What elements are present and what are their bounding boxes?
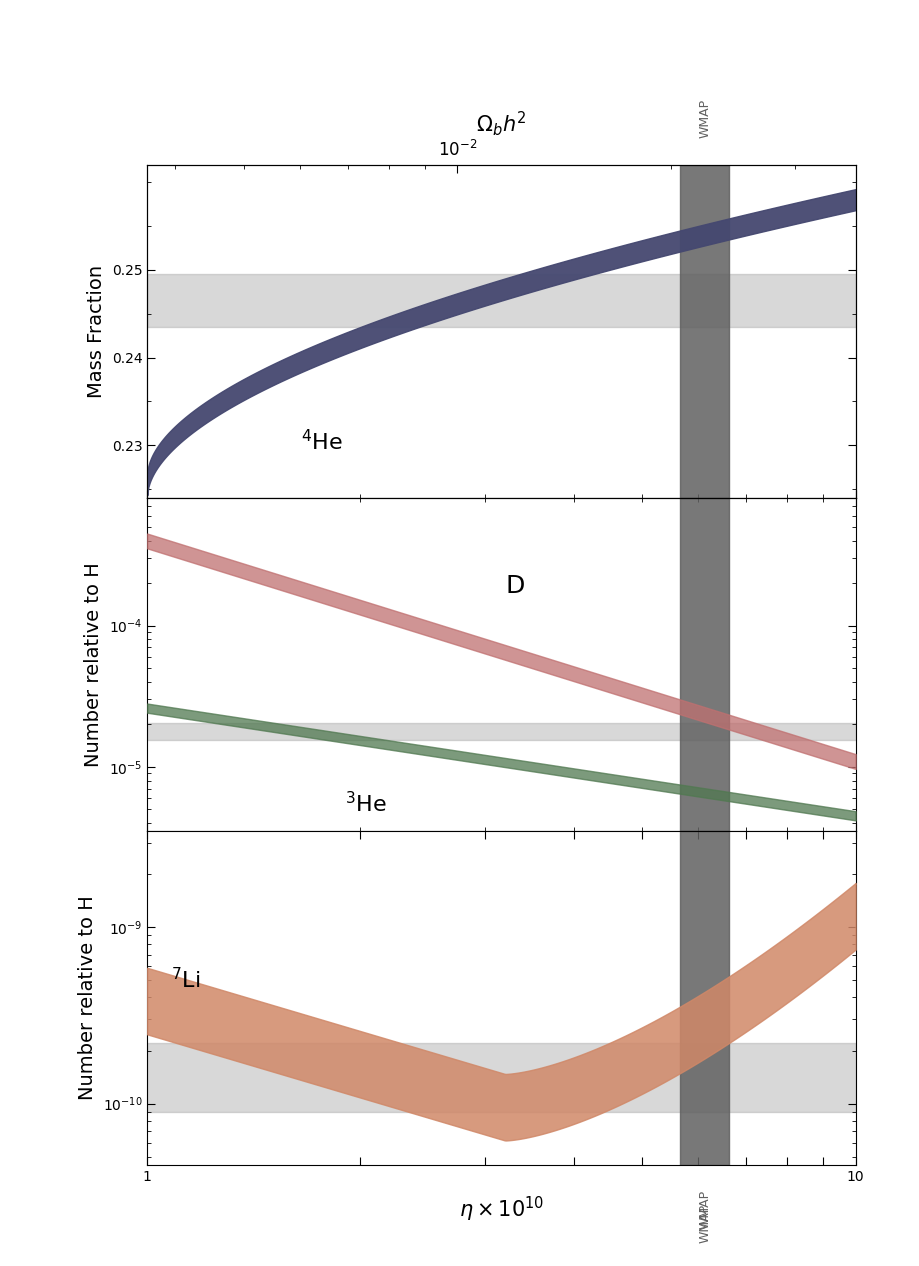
Text: WMAP: WMAP xyxy=(698,99,711,138)
Text: D: D xyxy=(505,573,524,598)
Bar xyxy=(679,832,729,1165)
Bar xyxy=(147,275,855,327)
Y-axis label: Number relative to H: Number relative to H xyxy=(78,895,97,1100)
X-axis label: $\eta \times 10^{10}$: $\eta \times 10^{10}$ xyxy=(459,1195,543,1224)
Y-axis label: Number relative to H: Number relative to H xyxy=(85,562,103,767)
Y-axis label: Mass Fraction: Mass Fraction xyxy=(87,265,106,398)
Bar xyxy=(679,498,729,832)
X-axis label: $\Omega_b h^2$: $\Omega_b h^2$ xyxy=(475,109,527,138)
Bar xyxy=(679,165,729,498)
Bar xyxy=(147,1043,855,1112)
Bar xyxy=(147,723,855,741)
Text: $^7\mathrm{Li}$: $^7\mathrm{Li}$ xyxy=(171,967,200,993)
Text: $^4\mathrm{He}$: $^4\mathrm{He}$ xyxy=(301,428,343,453)
Text: WMAP: WMAP xyxy=(698,1204,711,1243)
Text: $^3\mathrm{He}$: $^3\mathrm{He}$ xyxy=(345,791,386,817)
Text: WMAP: WMAP xyxy=(698,1190,711,1229)
